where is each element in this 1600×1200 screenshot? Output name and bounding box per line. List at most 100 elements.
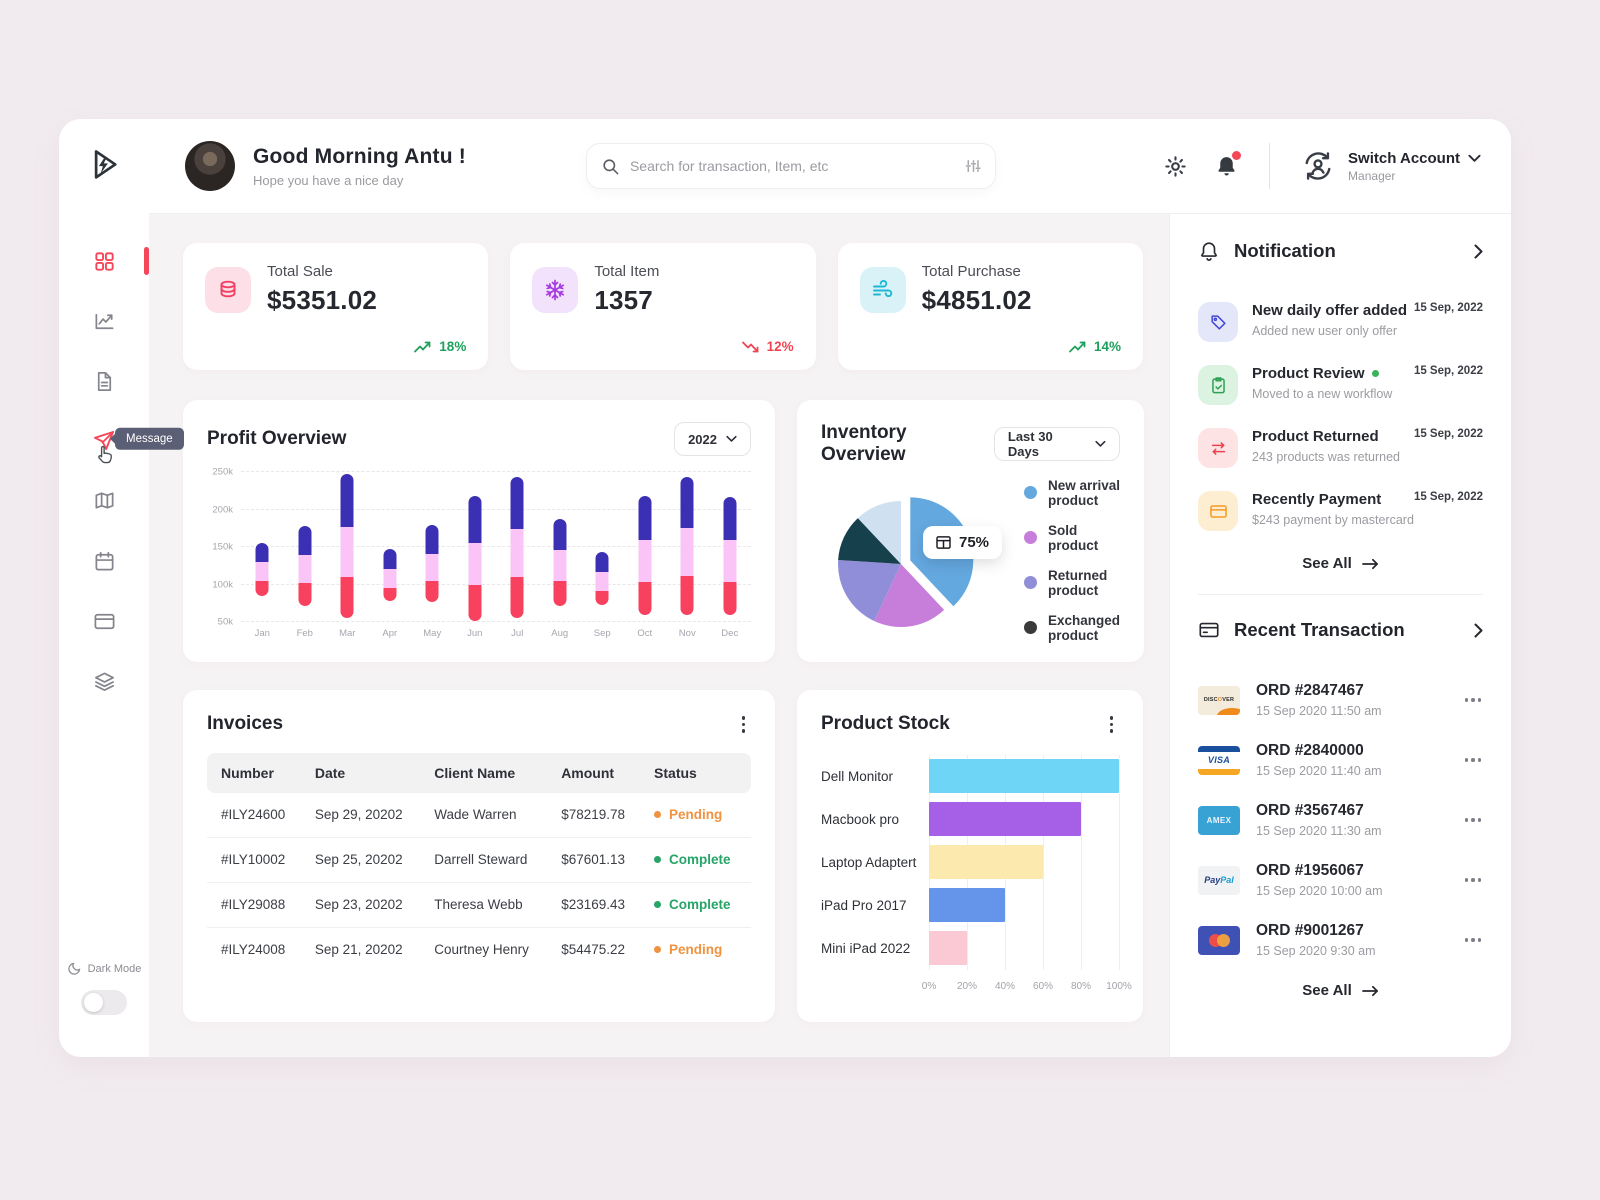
right-panel: Notification New daily offer added Added… <box>1169 214 1511 1057</box>
clipboard-icon-wrap <box>1198 365 1238 405</box>
invoice-number: #ILY10002 <box>207 837 305 883</box>
notification-item[interactable]: Product Review Moved to a new workflow 1… <box>1198 365 1483 405</box>
transaction-order: ORD #2840000 <box>1256 742 1364 759</box>
invoices-menu-button[interactable] <box>736 712 752 737</box>
transaction-menu-button[interactable] <box>1463 753 1484 767</box>
invoice-client: Theresa Webb <box>424 882 552 928</box>
profit-bar-oct <box>638 496 652 616</box>
profit-x-tick: Jan <box>254 628 270 639</box>
profit-x-tick: Aug <box>551 628 569 639</box>
invoice-number: #ILY24600 <box>207 792 305 838</box>
app-window: Message <box>59 119 1511 1057</box>
transaction-item: DISCOVER ORD #2847467 15 Sep 2020 11:50 … <box>1198 682 1483 718</box>
sidebar-item-message[interactable]: Message <box>59 411 184 471</box>
sidebar-nav: Message <box>59 231 184 711</box>
profit-year-select[interactable]: 2022 <box>674 422 751 456</box>
avatar[interactable] <box>185 141 235 191</box>
gear-icon[interactable] <box>1163 154 1188 179</box>
stock-x-tick: 80% <box>1070 980 1092 992</box>
stock-x-tick: 60% <box>1032 980 1054 992</box>
mastercard-icon <box>1198 925 1240 955</box>
profit-bar-segment <box>255 543 269 562</box>
grid-icon <box>94 251 114 271</box>
notification-item[interactable]: Recently Payment $243 payment by masterc… <box>1198 491 1483 531</box>
sidebar-item-calendar[interactable] <box>59 531 149 591</box>
transaction-menu-button[interactable] <box>1463 693 1484 707</box>
profit-bar-segment <box>340 577 354 619</box>
inventory-range-select[interactable]: Last 30 Days <box>993 427 1121 461</box>
chevron-right-icon[interactable] <box>1474 623 1483 638</box>
sidebar-item-documents[interactable] <box>59 351 149 411</box>
filter-sliders-icon[interactable] <box>963 157 981 175</box>
dark-mode-toggle[interactable] <box>81 990 127 1015</box>
stock-label: Macbook pro <box>821 811 900 827</box>
profit-bar-aug <box>553 519 567 607</box>
profit-x-tick: May <box>423 628 442 639</box>
notification-item[interactable]: Product Returned 243 products was return… <box>1198 428 1483 468</box>
profit-bar-segment <box>255 562 269 581</box>
inventory-legend: New arrival product Sold product Returned … <box>1024 478 1120 643</box>
transaction-menu-button[interactable] <box>1463 813 1484 827</box>
stock-bar-laptop-adaptert <box>929 845 1043 879</box>
notifications-bell-button[interactable] <box>1214 150 1242 179</box>
stat-value: $5351.02 <box>267 285 378 315</box>
header-divider <box>1269 143 1271 189</box>
switch-account-button[interactable]: Switch Account Manager <box>1300 148 1481 184</box>
transaction-menu-button[interactable] <box>1463 933 1484 947</box>
profit-bar-dec <box>723 496 737 616</box>
trend-down-icon <box>741 341 759 352</box>
invoice-number: #ILY29088 <box>207 882 305 928</box>
profit-bar-segment <box>383 549 397 569</box>
legend-dot <box>1024 486 1037 499</box>
chevron-down-icon <box>1468 154 1481 162</box>
notification-item[interactable]: New daily offer added Added new user onl… <box>1198 302 1483 342</box>
sidebar-item-layers[interactable] <box>59 651 149 711</box>
profit-bar-may <box>425 525 439 602</box>
credit-card-icon <box>94 613 114 629</box>
inventory-pie-chart: 75% <box>821 474 1006 646</box>
profit-bar-segment <box>723 496 737 541</box>
credit-card-outline-icon <box>1199 622 1219 638</box>
sidebar-item-dashboard[interactable] <box>59 231 149 291</box>
status-badge: Complete <box>654 852 741 867</box>
notification-date: 15 Sep, 2022 <box>1413 491 1483 503</box>
invoice-date: Sep 23, 20202 <box>304 882 425 928</box>
invoice-amount: $78219.78 <box>551 792 645 838</box>
gridline <box>241 621 751 622</box>
stock-x-tick: 100% <box>1106 980 1132 992</box>
profit-bar-segment <box>553 581 567 607</box>
profit-bar-mar <box>340 473 354 619</box>
chevron-right-icon[interactable] <box>1474 244 1483 259</box>
invoice-date: Sep 25, 20202 <box>304 837 425 883</box>
sidebar-item-analytics[interactable] <box>59 291 149 351</box>
stat-trend: 14% <box>1093 339 1121 354</box>
notifications-see-all[interactable]: See All <box>1198 531 1483 594</box>
profit-year-value: 2022 <box>688 431 717 447</box>
legend-label: Exchanged product <box>1048 612 1121 643</box>
chevron-down-icon <box>726 435 737 442</box>
profit-title: Profit Overview <box>207 428 347 449</box>
switch-account-label: Switch Account <box>1348 149 1460 167</box>
total-item-icon-wrap <box>532 266 579 313</box>
gridline <box>241 508 751 510</box>
invoice-date: Sep 29, 20202 <box>304 792 425 838</box>
invoice-amount: $67601.13 <box>551 837 645 883</box>
sidebar-item-payments[interactable] <box>59 591 149 651</box>
transactions-see-all[interactable]: See All <box>1198 958 1483 1021</box>
transaction-menu-button[interactable] <box>1463 873 1484 887</box>
search-icon <box>603 158 619 174</box>
stock-label: Laptop Adaptert <box>821 854 917 870</box>
total-purchase-icon-wrap <box>859 266 906 313</box>
profit-bar-jul <box>510 476 524 618</box>
sidebar-item-map[interactable] <box>59 471 149 531</box>
invoice-date: Sep 21, 20202 <box>314 942 403 957</box>
search-input[interactable] <box>629 158 953 174</box>
transaction-item: AMEX ORD #3567467 15 Sep 2020 11:30 am <box>1198 802 1483 838</box>
sidebar: Message <box>59 119 184 1057</box>
profit-y-tick: 100k <box>212 579 233 590</box>
profit-bar-jan <box>255 543 269 596</box>
product-stock-menu-button[interactable] <box>1104 712 1120 737</box>
invoices-table: Number Date Client Name Amount Status #I… <box>207 752 751 972</box>
app-logo[interactable] <box>82 143 126 187</box>
inventory-title: Inventory Overview <box>821 422 907 465</box>
